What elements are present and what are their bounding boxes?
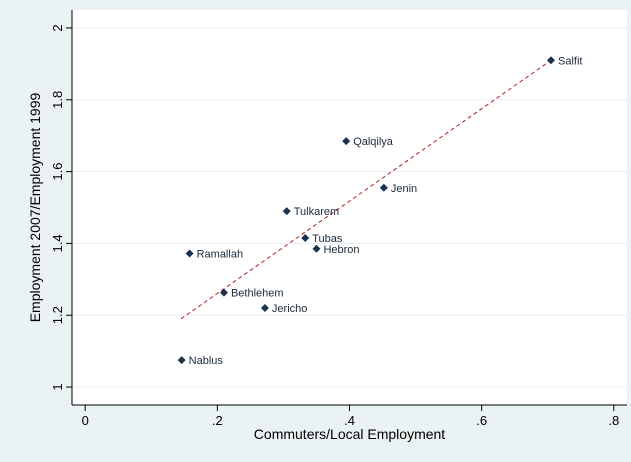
data-point-label: Jenin [391, 183, 417, 195]
data-point-marker [312, 244, 321, 253]
data-point-marker [260, 304, 269, 313]
data-point-marker [219, 288, 228, 297]
data-point-label: Qalqilya [353, 136, 394, 148]
x-axis-title: Commuters/Local Employment [254, 426, 446, 442]
data-point-marker [177, 356, 186, 365]
grid-lines [72, 27, 627, 388]
data-point-marker [547, 56, 556, 65]
y-tick-label: 1.8 [50, 91, 65, 109]
x-tick-label: 0 [82, 413, 89, 428]
axes: 1 1.2 1.4 1.6 1.8 2 0 .2 .4 .6 .8 [50, 10, 627, 428]
x-tick-label: .8 [608, 413, 619, 428]
y-tick-label: 1.6 [50, 163, 65, 181]
y-tick-label: 1.2 [50, 306, 65, 324]
data-point-marker [379, 183, 388, 192]
x-tick-label: .2 [212, 413, 223, 428]
fit-line [180, 59, 552, 320]
x-tick-label: .6 [476, 413, 487, 428]
y-tick-label: 1 [50, 383, 65, 390]
fit-line-group [180, 59, 552, 320]
y-tick-label: 2 [50, 24, 65, 31]
y-tick-label: 1.4 [50, 234, 65, 252]
data-point-marker [301, 234, 310, 243]
data-point-label: Salfit [558, 55, 582, 67]
x-tick-label: .4 [344, 413, 355, 428]
plot-area [72, 10, 627, 405]
data-point-label: Nablus [189, 355, 224, 367]
data-point-label: Ramallah [197, 248, 243, 260]
data-point-label: Hebron [323, 244, 359, 256]
data-point-marker [185, 249, 194, 258]
data-point-label: Jericho [272, 303, 307, 315]
y-axis-title: Employment 2007/Employment 1999 [27, 93, 43, 323]
data-point-marker [282, 207, 291, 216]
data-point-label: Bethlehem [231, 288, 284, 300]
data-point-label: Tubas [312, 233, 343, 245]
data-point-marker [342, 137, 351, 146]
data-point-label: Tulkarem [294, 206, 339, 218]
